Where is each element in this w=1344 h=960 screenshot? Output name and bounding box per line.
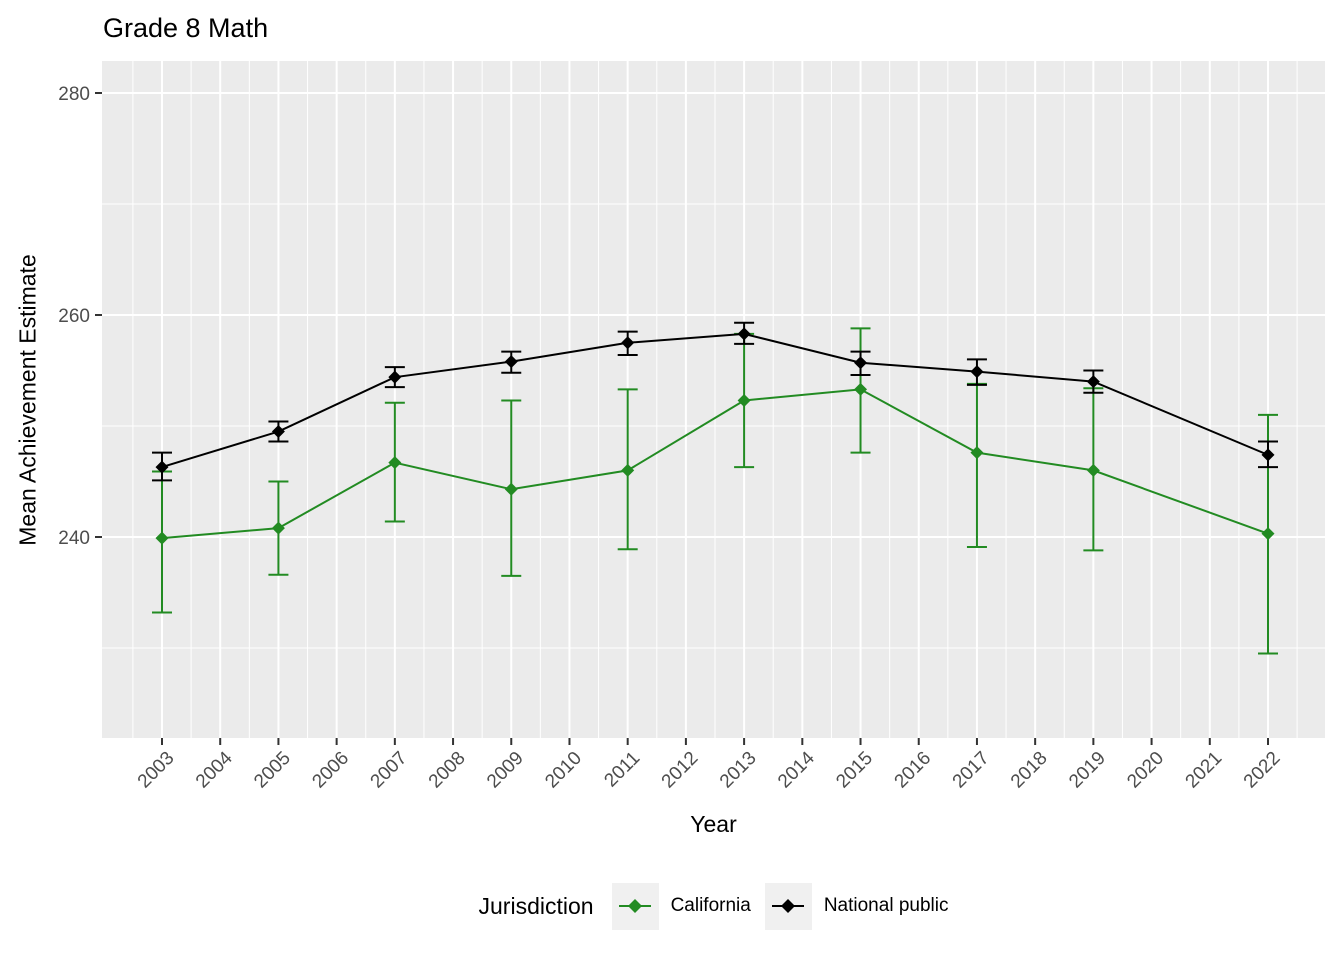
x-tick-label: 2019 — [1065, 748, 1110, 793]
legend-label-california: California — [670, 895, 751, 916]
data-point — [1261, 448, 1275, 462]
minor-gridlines — [102, 61, 1325, 738]
x-tick-label: 2021 — [1182, 748, 1227, 793]
y-axis-title: Mean Achievement Estimate — [14, 254, 41, 546]
data-point — [737, 327, 751, 341]
x-tick-label: 2013 — [716, 748, 761, 793]
legend: Jurisdiction California National public — [102, 881, 1325, 931]
series-line — [161, 388, 1269, 540]
legend-key-national-public — [764, 882, 812, 930]
data-point — [970, 446, 984, 460]
x-tick-label: 2020 — [1123, 748, 1168, 793]
data-point — [621, 336, 635, 350]
axis-ticks — [95, 92, 1269, 745]
data-point — [621, 463, 635, 477]
y-tick-labels: 240 260 280 — [58, 84, 90, 549]
series-california — [152, 327, 1278, 655]
x-tick-label: 2006 — [308, 748, 353, 793]
x-tick-label: 2011 — [600, 748, 644, 792]
legend-title: Jurisdiction — [478, 892, 594, 919]
x-tick-label: 2007 — [367, 748, 412, 793]
x-tick-label: 2008 — [425, 748, 470, 793]
x-tick-labels: 2003 2004 2005 2006 2007 2008 2009 2010 2011 2012… — [134, 747, 1285, 792]
x-tick-label: 2015 — [832, 748, 877, 793]
data-point — [504, 355, 518, 369]
x-tick-label: 2016 — [891, 748, 936, 793]
plot-title: Grade 8 Math — [103, 13, 269, 43]
x-tick-label: 2022 — [1240, 748, 1285, 793]
x-tick-label: 2009 — [483, 748, 528, 793]
x-tick-label: 2014 — [774, 747, 819, 792]
data-point — [737, 393, 751, 407]
national-public-line-diamond-icon — [772, 899, 805, 913]
x-axis-title: Year — [690, 811, 737, 837]
x-tick-label: 2017 — [949, 748, 994, 793]
data-point — [388, 370, 402, 384]
data-point — [271, 521, 285, 535]
x-tick-label: 2005 — [250, 748, 295, 793]
y-tick-label: 240 — [58, 528, 90, 549]
legend-entry-national-public: National public — [764, 882, 949, 930]
data-point — [1261, 527, 1275, 541]
legend-entry-california: California — [611, 882, 751, 930]
data-point — [155, 460, 169, 474]
data-point — [970, 365, 984, 379]
legend-key-california — [611, 882, 659, 930]
y-tick-label: 280 — [58, 84, 90, 105]
data-point — [854, 382, 868, 396]
series-line — [161, 332, 1269, 469]
data-point — [1086, 463, 1100, 477]
series-national-public — [152, 321, 1278, 482]
x-tick-label: 2003 — [134, 748, 179, 793]
x-tick-label: 2012 — [658, 748, 703, 793]
data-point — [388, 456, 402, 470]
x-tick-label: 2018 — [1007, 748, 1052, 793]
plot-panel — [102, 61, 1325, 738]
data-point — [854, 356, 868, 370]
data-point — [504, 482, 518, 496]
y-tick-label: 260 — [58, 306, 90, 327]
x-tick-label: 2004 — [192, 747, 237, 792]
data-point — [271, 425, 285, 439]
data-point — [1086, 375, 1100, 389]
legend-label-national-public: National public — [823, 895, 949, 916]
california-line-diamond-icon — [619, 899, 652, 913]
chart-svg: 2003 2004 2005 2006 2007 2008 2009 2010 2011 2012… — [58, 61, 1325, 792]
x-tick-label: 2010 — [541, 748, 586, 793]
data-point — [155, 531, 169, 545]
